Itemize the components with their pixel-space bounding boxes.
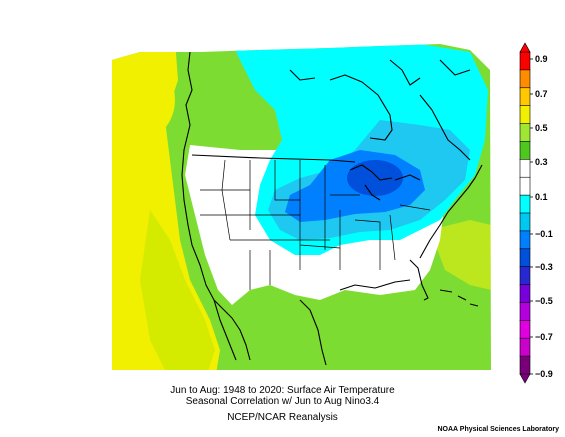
geographic-outlines xyxy=(181,51,483,366)
colorbar-tick-label: −0.9 xyxy=(535,369,553,379)
colorbar-segment xyxy=(519,212,531,232)
colorbar-segment xyxy=(519,248,531,268)
colorbar-tick-label: −0.5 xyxy=(535,296,553,306)
colorbar-segment xyxy=(519,176,531,196)
great-lakes xyxy=(349,164,421,201)
canada-usa-border xyxy=(191,154,356,163)
florida-line xyxy=(409,259,429,301)
colorbar-tick-label: 0.1 xyxy=(535,192,548,202)
colorbar-tick-label: 0.9 xyxy=(535,54,548,64)
yellow-field-east xyxy=(430,220,491,290)
caption-line-3: NCEP/NCAR Reanalysis xyxy=(227,412,338,423)
colorbar-tick-label: −0.3 xyxy=(535,262,553,272)
colorbar-bottom-arrow xyxy=(519,373,531,384)
colorbar-segment xyxy=(519,302,531,321)
colorbar-segment xyxy=(519,69,531,89)
colorbar-top-arrow xyxy=(519,42,531,53)
east-coast-line xyxy=(419,164,483,259)
colorbar-segment xyxy=(519,123,531,143)
colorbar-segment xyxy=(519,337,531,357)
colorbar-tick-label: 0.3 xyxy=(535,157,548,167)
credit-text: NOAA Physical Sciences Laboratory xyxy=(437,426,559,433)
colorbar-tick-label: 0.5 xyxy=(535,123,548,133)
colorbar-segment xyxy=(519,141,531,160)
state-lines xyxy=(200,159,431,290)
caribbean-islands xyxy=(439,289,479,307)
colorbar-segment xyxy=(519,87,531,107)
mexico-gulf-coast xyxy=(299,279,411,366)
yellow-blob-north xyxy=(112,60,175,140)
colorbar-tick-label: −0.1 xyxy=(535,229,553,239)
colorbar-tick-label: 0.7 xyxy=(535,89,548,99)
colorbar-segment xyxy=(519,194,531,214)
colorbar-segment xyxy=(519,284,531,304)
yellow-field-pacific-band xyxy=(140,210,215,370)
labrador-coast xyxy=(419,94,471,161)
colorbar-segment xyxy=(519,230,531,250)
baja-line xyxy=(213,299,237,361)
colorbar-segment xyxy=(519,320,531,339)
caption-line-2: Seasonal Correlation w/ Jun to Aug Nino3… xyxy=(185,396,380,407)
hudson-bay xyxy=(329,74,393,141)
colorbar-segment xyxy=(519,159,531,178)
colorbar-tick-label: −0.7 xyxy=(535,332,553,342)
west-coast-line xyxy=(181,51,251,361)
colorbar-segment xyxy=(519,51,531,71)
colorbar: 0.9 0.7 0.5 0.3 0.1 −0.1 −0.3 −0.5 −0.7 −0.9 xyxy=(519,42,553,384)
colorbar-segment xyxy=(519,355,531,375)
colorbar-segment xyxy=(519,266,531,286)
caption-line-1: Jun to Aug: 1948 to 2020: Surface Air Te… xyxy=(170,385,395,396)
arctic-islands xyxy=(289,59,471,86)
colorbar-segment xyxy=(519,105,531,125)
dark-blue-core xyxy=(347,160,403,196)
